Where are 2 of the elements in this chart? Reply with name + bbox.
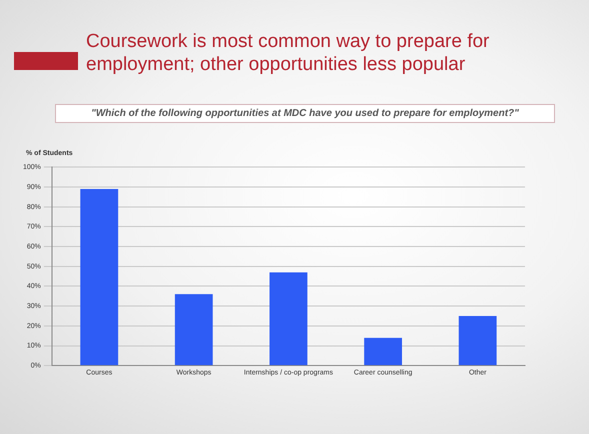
chart-subtitle: "Which of the following opportunities at MDC have you used to prepare for employment?" [55, 104, 555, 123]
chart-title: Coursework is most common way to prepare for employment; other opportunities less popular [86, 30, 490, 76]
